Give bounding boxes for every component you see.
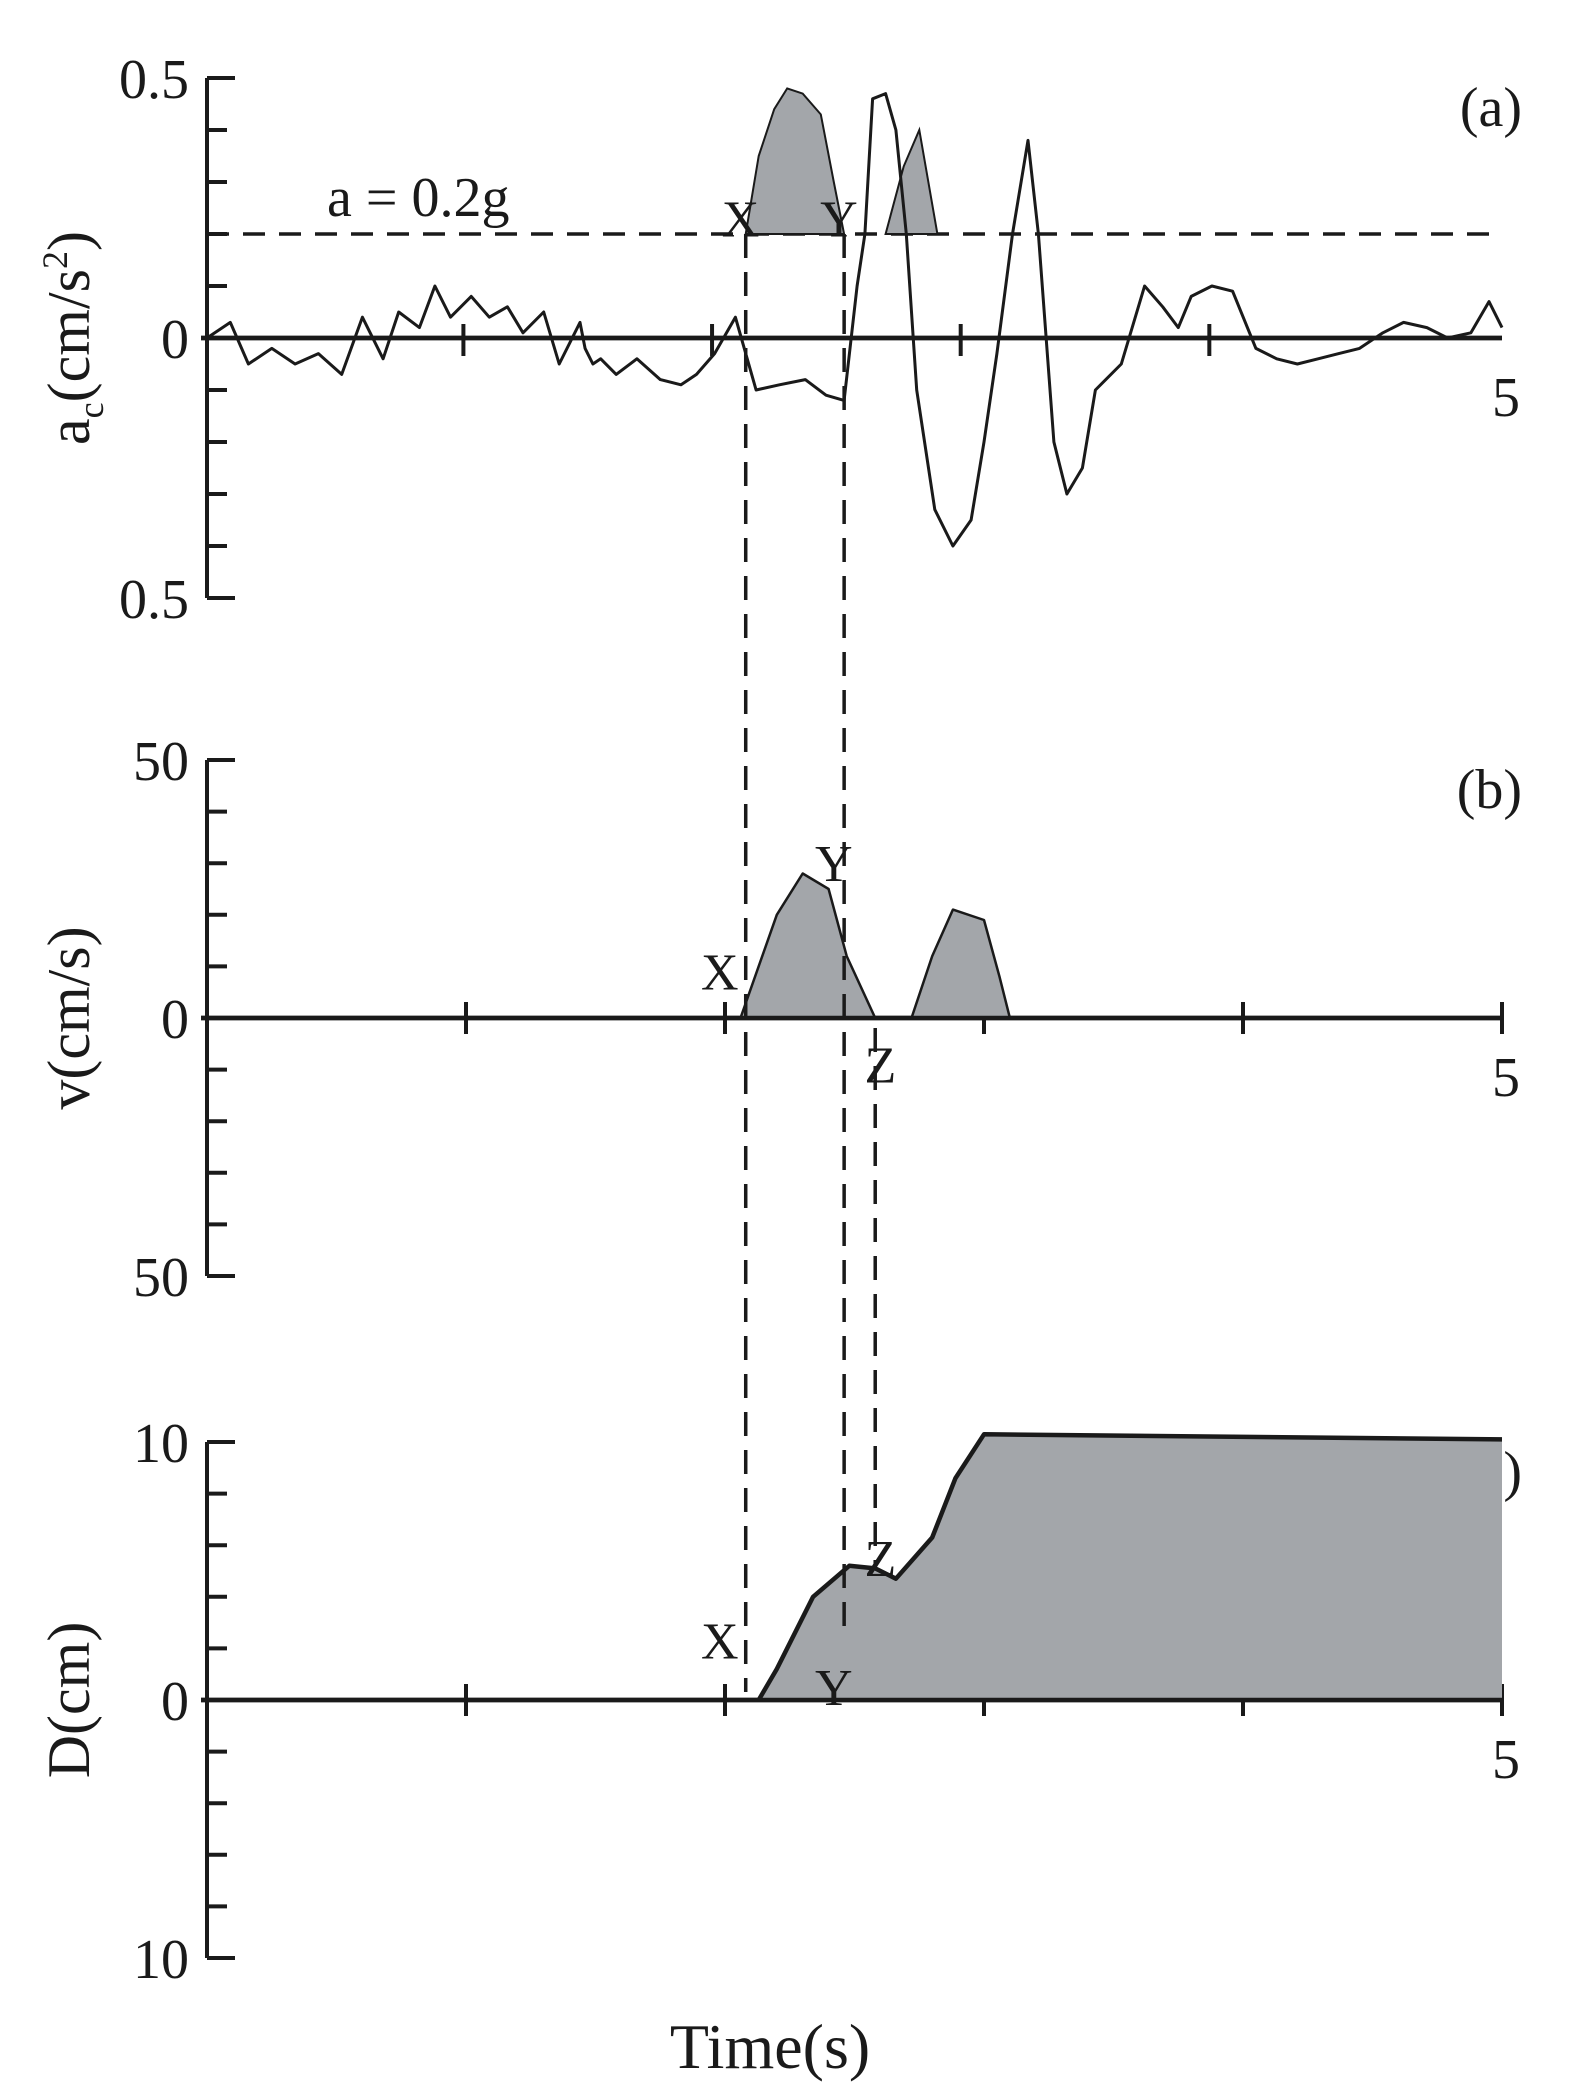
marker-label-x: X [722, 191, 760, 248]
panel-label: (b) [1457, 759, 1522, 821]
area-fill [758, 1434, 1502, 1700]
marker-label-y: Y [815, 1660, 853, 1717]
guide-lines [743, 234, 877, 1692]
acceleration-trace [206, 92, 1504, 548]
panel-label: (a) [1460, 77, 1522, 139]
threshold-label: a = 0.2g [327, 167, 509, 229]
marker-label-x: X [701, 945, 739, 1002]
panel-a-acceleration: 0.5 0 0.5 5 (a) ac(cm/s2) a = 0.2g X Y [35, 49, 1522, 631]
area-fill [875, 909, 1010, 1018]
x-end-tick-label: 5 [1492, 1047, 1520, 1109]
x-end-tick-label: 5 [1492, 1729, 1520, 1791]
y-tick-label: 0 [161, 989, 189, 1051]
area-fill [740, 873, 876, 1018]
y-axis-label: v(cm/s) [36, 926, 102, 1109]
y-tick-label: 0.5 [119, 569, 189, 631]
panel-b-velocity: 50 0 50 5 (b) v(cm/s) X Y Z [36, 731, 1522, 1309]
marker-label-z: Z [865, 1037, 897, 1094]
y-tick-label: 0.5 [119, 49, 189, 111]
area-outline [756, 1432, 1503, 1702]
y-tick-label: 0 [161, 309, 189, 371]
y-axis-label: D(cm) [36, 1622, 102, 1779]
y-axis-label: ac(cm/s2) [35, 231, 111, 445]
shaded-region [744, 87, 846, 235]
x-axis-label: Time(s) [670, 2011, 870, 2082]
marker-label-x: X [701, 1614, 739, 1671]
marker-label-y: Y [815, 836, 853, 893]
y-tick-label: 10 [133, 1413, 189, 1475]
y-tick-label: 10 [133, 1929, 189, 1991]
marker-label-z: Z [865, 1531, 897, 1588]
marker-label-y: Y [820, 191, 858, 248]
x-end-tick-label: 5 [1492, 367, 1520, 429]
y-tick-label: 0 [161, 1671, 189, 1733]
shaded-region [884, 126, 939, 235]
area-outline [739, 872, 877, 1019]
y-tick-label: 50 [133, 1247, 189, 1309]
y-tick-label: 50 [133, 731, 189, 793]
